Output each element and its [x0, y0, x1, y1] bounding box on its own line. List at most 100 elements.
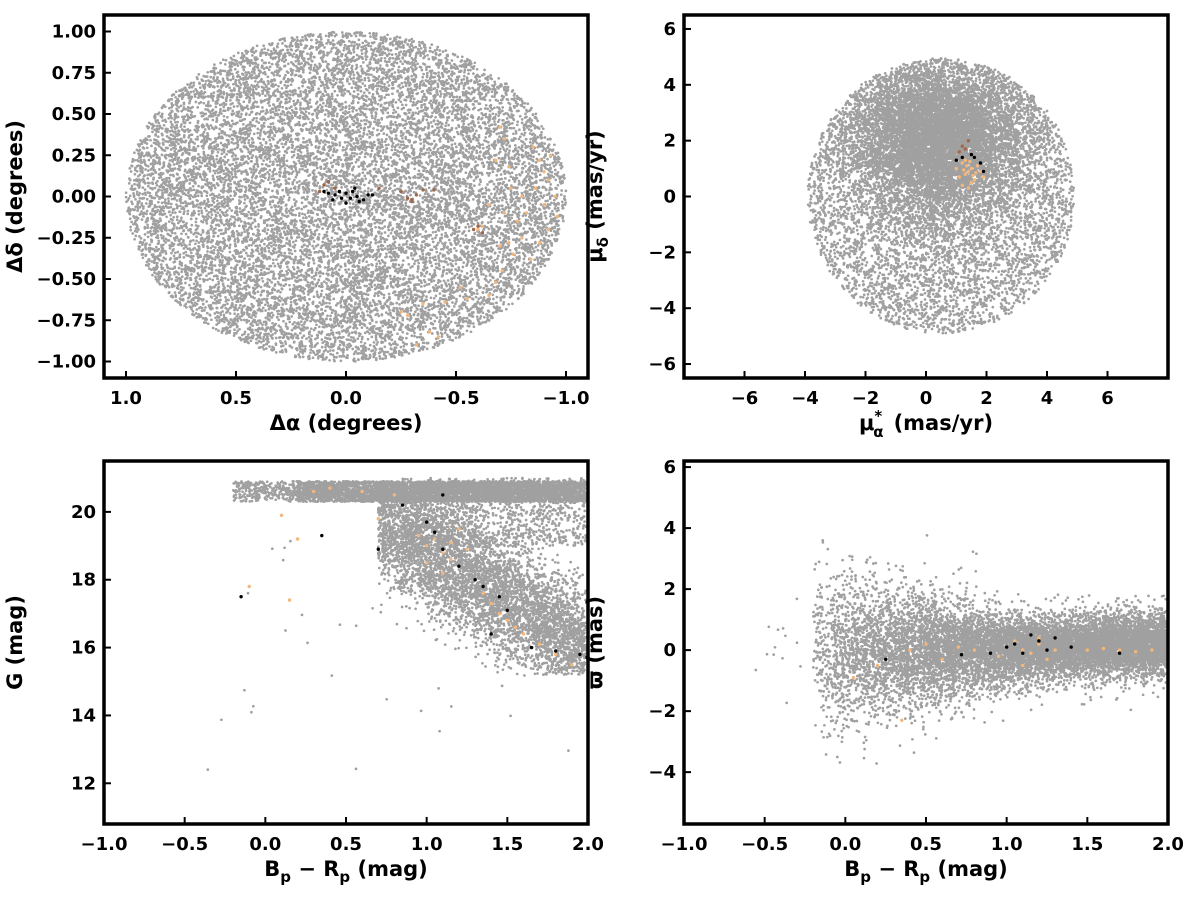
point: [288, 284, 291, 287]
point: [551, 234, 554, 237]
point: [442, 75, 445, 78]
point: [204, 80, 207, 83]
point: [203, 218, 206, 221]
point: [265, 66, 268, 69]
point: [310, 143, 313, 146]
point: [268, 250, 271, 253]
point: [351, 86, 354, 89]
point: [335, 128, 338, 131]
point: [259, 244, 262, 247]
point: [226, 214, 229, 217]
point: [329, 315, 332, 318]
point: [161, 189, 164, 192]
point: [439, 316, 442, 319]
point: [477, 278, 480, 281]
point: [459, 244, 462, 247]
point: [129, 226, 132, 229]
point: [324, 60, 327, 63]
point: [345, 271, 348, 274]
point: [552, 213, 555, 216]
point: [254, 225, 257, 228]
point: [385, 252, 388, 255]
point: [540, 203, 543, 206]
point: [436, 316, 439, 319]
point: [447, 124, 450, 127]
point: [218, 148, 221, 151]
point: [395, 134, 398, 137]
point: [192, 90, 195, 93]
point: [544, 214, 547, 217]
point: [484, 107, 487, 110]
point: [232, 83, 235, 86]
point: [168, 107, 171, 110]
point: [396, 127, 399, 130]
point: [441, 335, 444, 338]
point: [240, 61, 243, 64]
point: [363, 119, 366, 122]
point: [192, 239, 195, 242]
point: [214, 264, 217, 267]
point: [355, 64, 358, 67]
point: [411, 258, 414, 261]
point: [373, 222, 376, 225]
point: [501, 106, 504, 109]
point: [307, 281, 310, 284]
point: [351, 269, 354, 272]
point: [367, 268, 370, 271]
point: [444, 149, 447, 152]
point: [218, 133, 221, 136]
point: [420, 47, 423, 50]
point: [398, 303, 401, 306]
point: [455, 298, 458, 301]
point: [486, 108, 489, 111]
point: [437, 148, 440, 151]
point: [392, 192, 395, 195]
series-field-stars: [125, 31, 568, 363]
point: [350, 336, 353, 339]
point: [388, 293, 391, 296]
point: [370, 208, 373, 211]
point: [411, 187, 414, 190]
point: [129, 194, 132, 197]
point: [282, 111, 285, 114]
point: [278, 109, 281, 112]
point: [229, 194, 232, 197]
point: [294, 138, 297, 141]
point: [517, 163, 520, 166]
point: [141, 186, 144, 189]
point: [314, 327, 317, 330]
point: [440, 233, 443, 236]
point: [539, 173, 542, 176]
point: [233, 328, 236, 331]
point: [521, 122, 524, 125]
point: [491, 235, 494, 238]
point: [483, 303, 486, 306]
point: [331, 93, 334, 96]
point: [154, 187, 157, 190]
point: [251, 222, 254, 225]
point: [449, 95, 452, 98]
point: [457, 157, 460, 160]
point: [330, 280, 333, 283]
point: [318, 78, 321, 81]
point: [553, 143, 556, 146]
point: [276, 290, 279, 293]
point: [162, 210, 165, 213]
point: [394, 241, 397, 244]
point: [489, 279, 492, 282]
point: [283, 252, 286, 255]
point: [247, 270, 250, 273]
point: [248, 113, 251, 116]
point: [144, 233, 147, 236]
point: [198, 213, 201, 216]
point: [431, 112, 434, 115]
point: [155, 246, 158, 249]
point: [419, 194, 422, 197]
point: [418, 41, 421, 44]
point: [433, 133, 436, 136]
point: [416, 336, 419, 339]
point: [268, 68, 271, 71]
point: [472, 278, 475, 281]
point: [250, 339, 253, 342]
point: [300, 154, 303, 157]
